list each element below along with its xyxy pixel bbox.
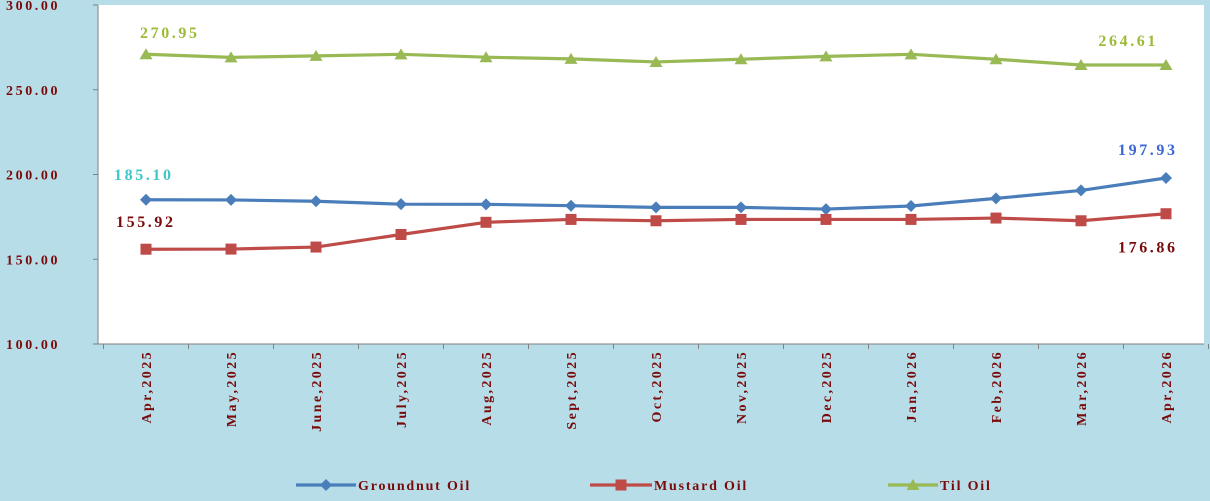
data-point-til-oil <box>819 50 833 62</box>
data-point-til-oil <box>394 48 408 60</box>
y-tick-label: 200.00 <box>6 169 60 184</box>
y-tick-label: 250.00 <box>6 84 60 99</box>
data-point-groundnut-oil <box>565 199 577 212</box>
data-point-til-oil <box>479 51 493 63</box>
data-point-groundnut-oil <box>140 193 152 206</box>
x-tick-label: June,2025 <box>310 350 325 432</box>
x-tick-label: July,2025 <box>395 350 410 428</box>
x-tick-label: Feb,2026 <box>990 350 1005 423</box>
legend: Groundnut Oil Mustard Oil Til Oil <box>296 479 992 494</box>
x-tick-label: Aug,2025 <box>480 350 495 426</box>
x-tick-label: May,2025 <box>225 350 240 427</box>
data-label: 197.93 <box>1118 142 1178 159</box>
data-point-mustard-oil <box>990 212 1002 224</box>
data-point-til-oil <box>139 48 153 60</box>
legend-marker-groundnut-oil <box>320 479 332 491</box>
data-point-mustard-oil <box>735 213 747 225</box>
data-point-til-oil <box>989 53 1003 65</box>
data-label: 270.95 <box>140 25 200 42</box>
series-layer <box>139 48 1173 255</box>
data-point-mustard-oil <box>565 213 577 225</box>
data-point-mustard-oil <box>140 243 152 255</box>
x-tick-label: Dec,2025 <box>820 350 835 423</box>
data-label: 264.61 <box>1098 33 1158 50</box>
data-label: 155.92 <box>116 214 176 231</box>
data-point-til-oil <box>904 48 918 60</box>
data-point-groundnut-oil <box>1160 172 1172 185</box>
data-point-til-oil <box>309 49 323 61</box>
data-point-mustard-oil <box>310 241 322 253</box>
data-point-mustard-oil <box>820 213 832 225</box>
legend-label-mustard-oil: Mustard Oil <box>654 479 748 494</box>
data-point-til-oil <box>734 53 748 65</box>
data-point-mustard-oil <box>1160 208 1172 220</box>
x-tick-label: Nov,2025 <box>735 350 750 424</box>
x-tick-label: Apr,2026 <box>1160 350 1175 424</box>
data-point-mustard-oil <box>650 215 662 227</box>
data-point-groundnut-oil <box>735 201 747 214</box>
data-point-groundnut-oil <box>480 198 492 211</box>
legend-label-til-oil: Til Oil <box>940 479 992 494</box>
data-point-til-oil <box>1159 58 1173 70</box>
data-point-groundnut-oil <box>820 203 832 216</box>
y-tick-label: 300.00 <box>6 0 60 14</box>
x-tick-label: Oct,2025 <box>650 350 665 422</box>
data-point-groundnut-oil <box>990 192 1002 205</box>
data-point-mustard-oil <box>225 243 237 255</box>
x-tick-label: Mar,2026 <box>1075 350 1090 426</box>
x-tick-label: Sept,2025 <box>565 350 580 430</box>
data-point-til-oil <box>224 51 238 63</box>
y-tick-label: 150.00 <box>6 253 60 268</box>
annotation-layer: 270.95 264.61 185.10 197.93 155.92 176.86 <box>114 25 1178 257</box>
x-tick-label: Jan,2026 <box>905 350 920 423</box>
data-point-til-oil <box>1074 59 1088 71</box>
data-point-groundnut-oil <box>905 200 917 213</box>
legend-label-groundnut-oil: Groundnut Oil <box>358 479 471 494</box>
data-point-til-oil <box>649 55 663 67</box>
data-point-groundnut-oil <box>1075 184 1087 197</box>
data-label: 185.10 <box>114 167 174 184</box>
data-label: 176.86 <box>1118 240 1178 257</box>
data-point-mustard-oil <box>905 213 917 225</box>
legend-marker-mustard-oil <box>615 479 627 491</box>
legend-marker-til-oil <box>906 479 920 490</box>
y-tick-label: 100.00 <box>6 338 60 353</box>
data-point-mustard-oil <box>480 216 492 228</box>
data-point-til-oil <box>564 52 578 64</box>
x-tick-label: Apr,2025 <box>140 350 155 424</box>
axes: 100.00 150.00 200.00 250.00 300.00 Apr,2025 Ma… <box>6 0 1209 432</box>
data-point-groundnut-oil <box>225 193 237 206</box>
data-point-groundnut-oil <box>650 201 662 214</box>
data-point-mustard-oil <box>395 229 407 241</box>
data-point-groundnut-oil <box>395 198 407 211</box>
data-point-groundnut-oil <box>310 195 322 208</box>
data-point-mustard-oil <box>1075 215 1087 227</box>
